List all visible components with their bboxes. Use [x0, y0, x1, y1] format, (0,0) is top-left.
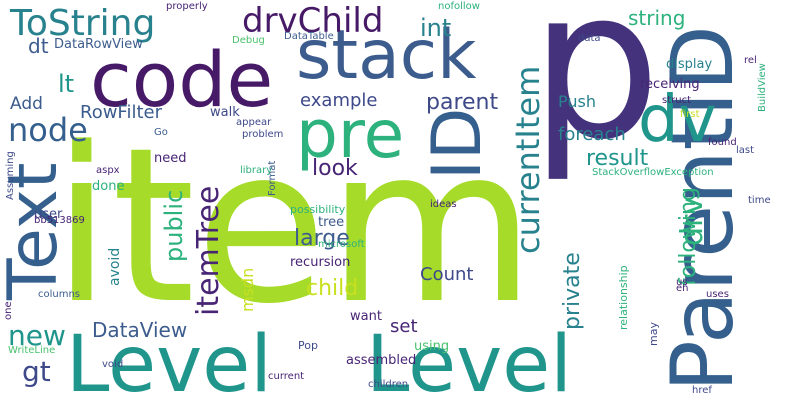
word-assuming: Assuming: [6, 151, 16, 200]
word-last: last: [736, 146, 754, 156]
word-debug: Debug: [232, 36, 265, 46]
word-msdn: msdn: [240, 268, 256, 312]
word-relationship: relationship: [618, 265, 629, 330]
word-set: set: [390, 318, 418, 336]
word-need: need: [154, 152, 187, 165]
word-using: using: [414, 340, 449, 353]
word-dt: dt: [28, 36, 49, 56]
word-done: done: [92, 180, 124, 193]
word-writeline: WriteLine: [8, 346, 55, 356]
word-string: string: [628, 8, 685, 28]
word-possibility: possibility: [290, 204, 345, 215]
word-assembled: assembled: [346, 354, 416, 367]
word-id: ID: [424, 108, 492, 180]
word-pop: Pop: [298, 340, 318, 351]
word-rel: rel: [744, 56, 757, 66]
word-dataview: DataView: [92, 320, 187, 340]
word-may: may: [648, 322, 659, 346]
word-go: Go: [154, 128, 168, 138]
word-look: look: [312, 158, 358, 180]
word-gt: gt: [22, 358, 51, 386]
word-format: Format: [268, 161, 278, 196]
word-stackoverflowexception: StackOverflowException: [592, 168, 714, 178]
word-uses: uses: [706, 290, 729, 300]
word-recursion: recursion: [290, 256, 350, 269]
word-public: public: [162, 190, 186, 262]
word-found: found: [708, 138, 737, 148]
word-struct: struct: [662, 96, 691, 106]
word-child: child: [306, 278, 358, 300]
word-foreach: foreach: [558, 126, 626, 144]
word-datarowview: DataRowView: [54, 38, 143, 51]
word-lt: lt: [58, 72, 74, 96]
word-void: void: [102, 360, 123, 370]
word-example: example: [300, 92, 377, 110]
word-time: time: [748, 196, 771, 206]
word-parent: parent: [426, 92, 498, 114]
word-itemtree: itemTree: [194, 186, 224, 316]
word-rowfilter: RowFilter: [80, 104, 162, 122]
word-avoid: avoid: [108, 248, 122, 286]
word-columns: columns: [38, 290, 80, 300]
word-following: following: [678, 187, 700, 286]
word-children: children: [368, 380, 408, 390]
word-current: current: [268, 372, 304, 382]
word-first: first: [680, 110, 700, 120]
word-data: data: [578, 34, 601, 44]
word-add: Add: [10, 96, 43, 113]
word-receiving: receiving: [640, 78, 700, 91]
word-one: one: [4, 301, 14, 320]
word-int: int: [420, 16, 451, 40]
word-us: us: [676, 278, 688, 288]
word-href: href: [692, 386, 712, 396]
word-buildview: BuildView: [758, 63, 768, 112]
word-currentitem: currentItem: [512, 66, 544, 254]
word-private: private: [562, 252, 584, 330]
word-count: Count: [420, 266, 473, 284]
word-node: node: [8, 114, 88, 146]
word-problem: problem: [242, 130, 283, 140]
word-properly: properly: [166, 2, 208, 12]
word-want: want: [350, 310, 382, 323]
word-display: display: [666, 58, 712, 71]
word-nofollow: nofollow: [438, 2, 480, 12]
word-bb513869: bb513869: [34, 216, 85, 226]
word-appear: appear: [236, 118, 271, 128]
word-datatable: DataTable: [284, 32, 334, 42]
word-aspx: aspx: [96, 166, 120, 176]
word-microsoft: microsoft: [318, 240, 365, 250]
word-tree: tree: [318, 216, 344, 229]
word-ideas: ideas: [430, 200, 457, 210]
word-push: Push: [558, 94, 596, 110]
